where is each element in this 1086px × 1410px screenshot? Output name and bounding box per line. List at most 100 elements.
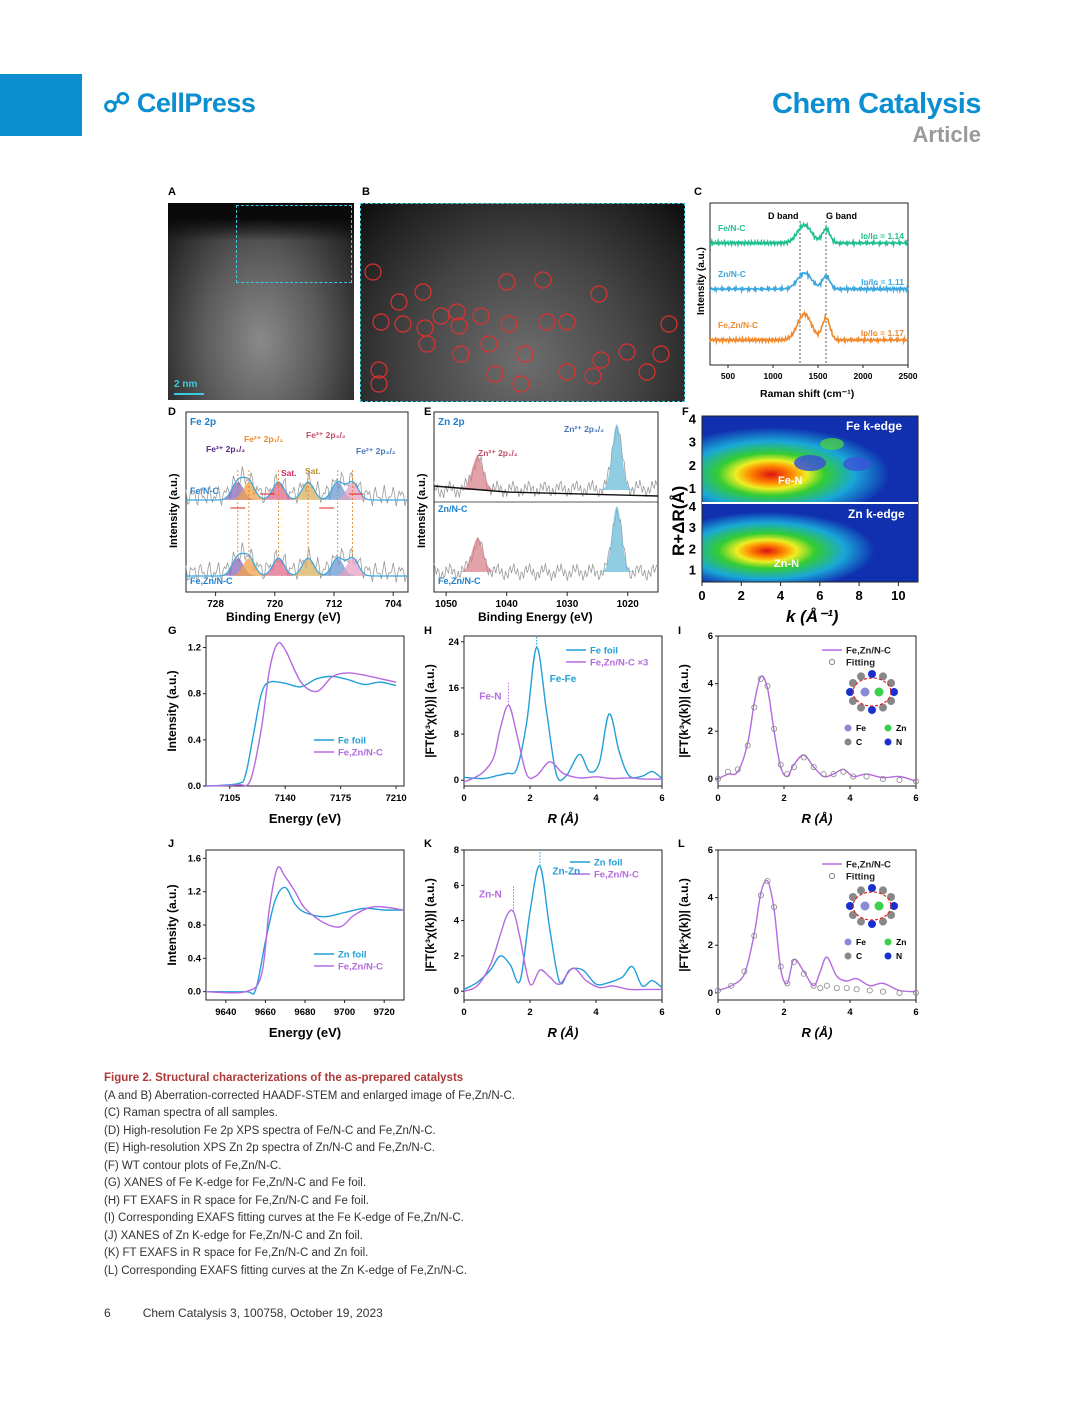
caption-line: (F) WT contour plots of Fe,Zn/N-C. [104,1159,282,1172]
brand-color-bar [0,74,82,136]
peak-label-fe2-2p32: Fe²⁺ 2p₃/₂ [356,446,396,456]
fit-point [771,904,778,911]
atom-marker [534,271,552,289]
y-tick-label: 8 [454,729,459,740]
fit-point [777,761,784,768]
series-line [717,879,917,993]
fit-point [744,742,751,749]
atom-fe [860,687,870,697]
fit-point [879,988,886,995]
atom [857,886,865,895]
plot-frame [717,635,917,787]
panel-label-b: B [362,186,370,198]
fit-point [866,987,873,994]
x-tick-label: 712 [326,599,343,610]
fit-point [863,773,870,780]
atom [868,884,876,892]
wt-contour-chart: Fe k-edge Zn k-edge Fe-N Zn-N R+ΔR(Å) k … [669,411,919,626]
zn-exafs-fitting-chart: 0 2 4 6 0 2 4 6 R (Å) |FT(k³χ(k))| (a.u.) Fe,Zn/N-… [677,845,919,1040]
legend-label: Fe,Zn/N-C [338,748,383,759]
y-tick-label: 2 [454,951,459,962]
sat-label-1: Sat. [281,468,297,478]
atom [890,902,898,910]
atom [857,703,865,712]
cluster-outline [852,891,892,921]
y-tick-label: 2 [708,726,713,737]
fit-envelope [186,476,408,501]
fitted-peak [220,482,257,500]
y-tick-label: 0.4 [188,735,202,746]
x-axis-label: R (Å) [801,811,832,826]
x-tick-label: 0 [715,1007,720,1018]
y-tick-label: 24 [448,637,459,648]
y-axis-label: Intensity (a.u.) [165,670,179,751]
fit-point [840,768,847,775]
y-tick-label: 3 [689,435,696,450]
y-tick-label: 0 [708,988,713,999]
zoom-region-box [236,205,352,283]
legend-label: Zn foil [594,858,623,869]
panel-label-l: L [678,838,685,850]
panel-label-g: G [168,625,177,637]
sat-label-2: Sat. [305,466,321,476]
x-axis-label: R (Å) [801,1025,832,1040]
legend-label: Fe,Zn/N-C [338,962,383,973]
atom-legend-label: N [896,951,902,961]
atom-marker [390,293,408,311]
caption-line: (I) Corresponding EXAFS fitting curves a… [104,1212,464,1224]
single-atom-markers [364,263,678,393]
peak-label-zn-2p12: Zn²⁺ 2p₁/₂ [478,448,518,458]
x-tick-label: 6 [659,793,664,804]
atom-marker [584,367,602,385]
y-tick-label: 6 [454,880,459,891]
atom-legend-marker [884,738,892,746]
d-band-label: D band [768,211,799,221]
fit-point [728,982,735,989]
fe-xanes-chart: 7105 7140 7175 7210 0.0 0.4 0.8 1.2 Energy (eV) I… [165,635,407,826]
fit-point [757,892,764,899]
fitted-peak [597,424,637,490]
structure-model-icon [846,884,898,928]
x-tick-label: 728 [207,599,224,610]
fit-point [741,968,748,975]
zn2p-xps-chart: Zn 2p Zn/N-C Fe,Zn/N-C Zn²⁺ 2p₁/₂ Zn²⁺ 2… [416,411,659,624]
atom-legend-label: Zn [896,937,906,947]
atom-legend-marker [884,724,892,732]
caption-line: (H) FT EXAFS in R space for Fe,Zn/N-C an… [104,1194,369,1207]
x-tick-label: 8 [855,588,862,603]
x-axis-label: Raman shift (cm⁻¹) [760,388,854,400]
atom-marker [364,263,382,281]
panel-label-h: H [424,625,432,637]
atom-zn [874,901,884,911]
atom [879,917,887,926]
plot-frame [717,849,917,1001]
atom-marker [472,307,490,325]
y-tick-label: 0.0 [188,781,201,792]
y-axis-label: Intensity (a.u.) [168,473,180,548]
y-axis-label: |FT(k³χ(k))| (a.u.) [677,878,691,972]
xps-raw-line [185,542,407,583]
y-tick-label: 0.0 [188,987,201,998]
y-tick-label: 6 [708,631,713,642]
legend-label: Fitting [846,872,875,883]
atom-marker [372,313,390,331]
plot-frame [205,849,405,1001]
caption-line: (E) High-resolution XPS Zn 2p spectra of… [104,1142,436,1154]
y-tick-label: 4 [708,893,714,904]
atom [887,893,896,901]
y-tick-label: 4 [689,411,697,426]
atom-marker [432,307,450,325]
zn-contour-map [702,504,918,582]
atom-marker [414,283,432,301]
panel-label-i: I [678,625,682,637]
fit-point [724,768,731,775]
fit-point [830,771,837,778]
x-axis-label: Binding Energy (eV) [478,610,593,624]
series-line [463,646,663,782]
y-axis-label: |FT(k³χ(k))| (a.u.) [423,664,437,758]
x-axis-label: Energy (eV) [269,811,341,826]
atom-marker [486,365,504,383]
y-tick-label: 4 [708,679,714,690]
atom-marker [498,273,516,291]
